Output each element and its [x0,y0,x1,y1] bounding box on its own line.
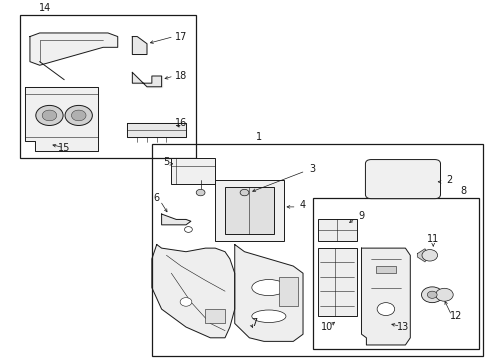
Circle shape [36,105,63,126]
Text: 18: 18 [175,71,187,81]
Polygon shape [127,123,185,137]
Bar [317,248,356,316]
Polygon shape [234,244,303,341]
Polygon shape [132,37,147,54]
FancyBboxPatch shape [365,159,440,199]
Bar [375,266,395,273]
Circle shape [435,288,452,301]
Text: 10: 10 [321,322,333,332]
Bar [312,198,478,348]
Text: 14: 14 [39,3,51,13]
Text: 1: 1 [256,132,262,142]
Text: 17: 17 [175,32,187,41]
Ellipse shape [251,279,285,296]
Bar [224,187,273,234]
Bar [171,158,215,184]
Polygon shape [30,33,118,65]
Polygon shape [161,214,190,225]
Bar [215,180,283,241]
Bar [205,309,224,323]
Text: 4: 4 [299,200,305,210]
Circle shape [71,110,86,121]
Text: 13: 13 [396,322,408,332]
Bar [317,220,356,241]
Ellipse shape [251,310,285,323]
Polygon shape [152,244,234,338]
Circle shape [376,303,394,316]
Bar [152,144,483,356]
Circle shape [42,110,57,121]
Circle shape [184,226,192,232]
Circle shape [421,249,437,261]
Circle shape [196,189,204,196]
Circle shape [180,298,191,306]
Text: 5: 5 [163,157,169,167]
Text: 7: 7 [251,319,257,328]
Circle shape [240,189,248,196]
Text: 8: 8 [460,186,466,196]
Polygon shape [132,72,161,87]
Text: 3: 3 [309,164,315,174]
Text: 15: 15 [58,143,70,153]
Circle shape [421,287,442,303]
Bar [278,277,298,306]
Circle shape [427,291,436,298]
Text: 16: 16 [175,118,187,128]
Text: 2: 2 [445,175,451,185]
Circle shape [65,105,92,126]
Polygon shape [25,87,98,151]
Polygon shape [417,249,429,262]
Text: 6: 6 [153,193,160,203]
Bar [20,15,195,158]
Text: 11: 11 [426,234,438,244]
Polygon shape [361,248,409,345]
Text: 12: 12 [449,311,461,321]
Text: 9: 9 [358,211,364,221]
